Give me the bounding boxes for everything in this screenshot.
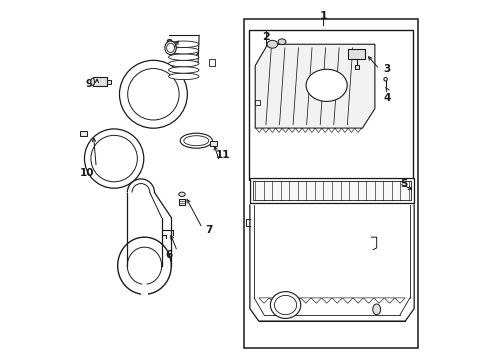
Polygon shape (255, 44, 374, 128)
Polygon shape (289, 298, 300, 303)
Ellipse shape (372, 304, 380, 315)
Polygon shape (308, 128, 315, 132)
Polygon shape (321, 298, 331, 303)
Circle shape (84, 129, 143, 188)
Ellipse shape (278, 39, 285, 45)
Polygon shape (342, 298, 352, 303)
Bar (107, 80, 111, 84)
Ellipse shape (168, 67, 199, 73)
Bar (208, 59, 215, 66)
Bar (244, 19, 417, 348)
Text: 5: 5 (399, 179, 406, 189)
Polygon shape (268, 128, 275, 132)
Ellipse shape (168, 54, 199, 60)
Text: 10: 10 (80, 168, 94, 178)
Text: 8: 8 (165, 39, 173, 49)
Polygon shape (354, 128, 361, 132)
Polygon shape (262, 128, 268, 132)
Ellipse shape (168, 48, 199, 54)
Polygon shape (341, 128, 347, 132)
Polygon shape (288, 128, 295, 132)
Text: 6: 6 (165, 250, 173, 260)
Polygon shape (310, 298, 321, 303)
Ellipse shape (166, 43, 174, 53)
Text: 7: 7 (204, 225, 212, 235)
Ellipse shape (168, 73, 199, 80)
Text: 1: 1 (319, 11, 326, 21)
Polygon shape (282, 128, 288, 132)
Text: 2: 2 (262, 32, 269, 42)
Bar (255, 100, 260, 105)
Text: 3: 3 (383, 64, 390, 74)
Polygon shape (352, 298, 363, 303)
Bar (354, 65, 358, 68)
Polygon shape (394, 298, 405, 303)
Polygon shape (321, 128, 328, 132)
Polygon shape (384, 298, 394, 303)
Polygon shape (269, 298, 279, 303)
Bar (249, 178, 413, 203)
Text: 9: 9 (85, 78, 93, 89)
Polygon shape (295, 128, 302, 132)
Bar (93, 77, 107, 86)
Ellipse shape (180, 133, 212, 148)
Ellipse shape (168, 41, 199, 48)
Text: 4: 4 (383, 93, 390, 103)
Polygon shape (279, 298, 289, 303)
Polygon shape (258, 298, 269, 303)
Ellipse shape (91, 78, 94, 85)
Bar (253, 181, 410, 201)
Text: 11: 11 (215, 150, 230, 160)
Polygon shape (255, 128, 262, 132)
Circle shape (119, 60, 187, 128)
Ellipse shape (274, 296, 296, 315)
Polygon shape (363, 298, 373, 303)
Ellipse shape (179, 192, 185, 197)
Bar (80, 131, 86, 136)
Ellipse shape (266, 40, 277, 48)
Polygon shape (373, 298, 384, 303)
Polygon shape (300, 298, 310, 303)
Polygon shape (302, 128, 308, 132)
Polygon shape (347, 128, 354, 132)
Polygon shape (275, 128, 282, 132)
Polygon shape (334, 128, 341, 132)
Ellipse shape (183, 136, 208, 146)
Circle shape (127, 68, 179, 120)
Bar (179, 199, 185, 205)
Bar (347, 49, 365, 59)
Ellipse shape (164, 41, 176, 55)
Bar (209, 141, 217, 147)
Polygon shape (331, 298, 342, 303)
Bar (248, 30, 412, 180)
Ellipse shape (305, 69, 346, 102)
Ellipse shape (270, 292, 300, 319)
Circle shape (91, 135, 137, 182)
Polygon shape (328, 128, 334, 132)
Polygon shape (315, 128, 321, 132)
Ellipse shape (383, 77, 386, 81)
Ellipse shape (168, 60, 199, 67)
